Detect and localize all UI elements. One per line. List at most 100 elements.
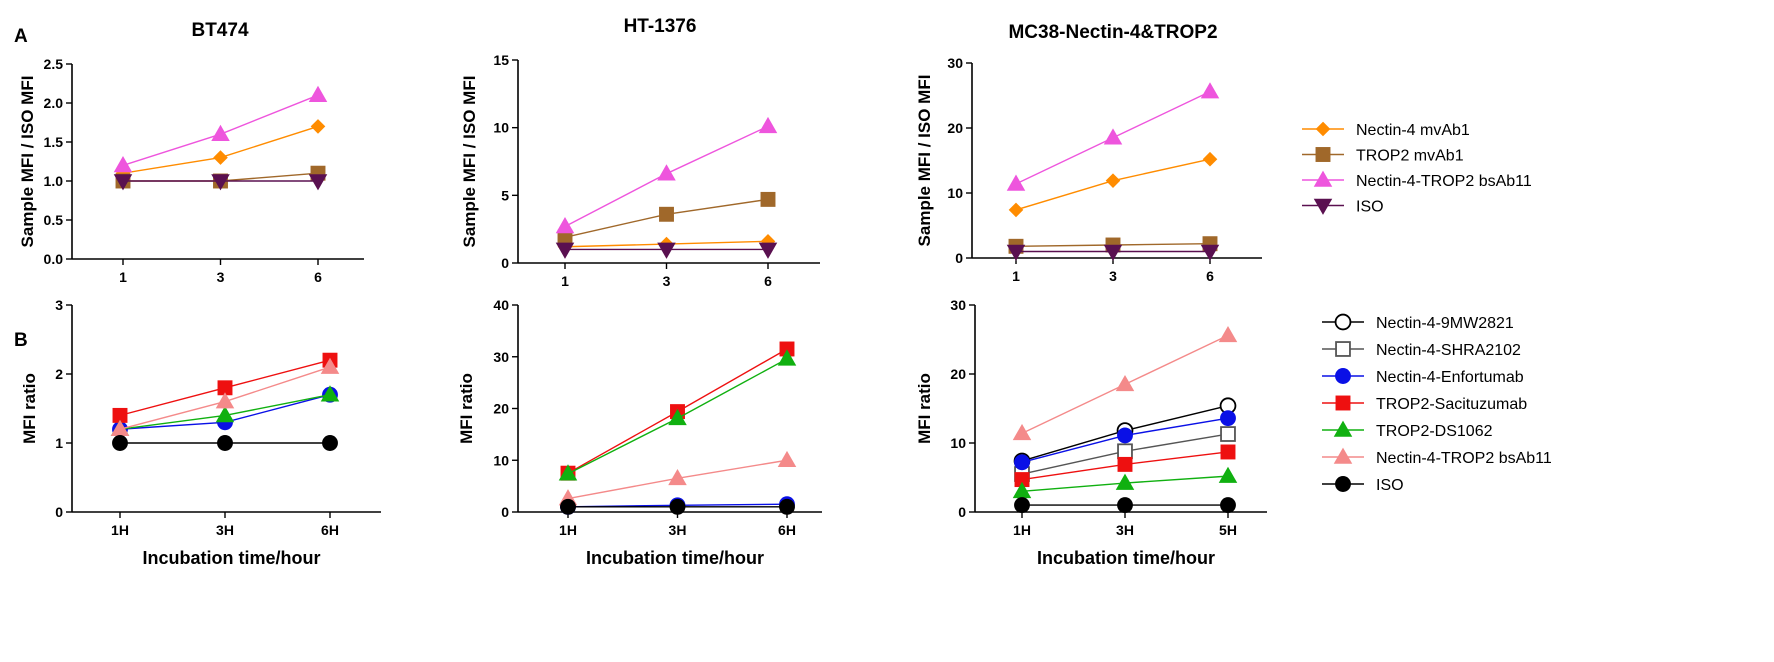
charts-group: BT474 0.0 0.5 1.0 1.5 2.0 2.5 1 3 6 Sample MFI / I…: [18, 16, 1267, 568]
data-point: [112, 435, 128, 451]
legend-marker: [1335, 341, 1351, 357]
y-tick-label: 0: [55, 504, 63, 520]
chart-title: HT-1376: [624, 16, 697, 37]
x-tick-label: 6: [1206, 268, 1214, 284]
data-point: [310, 119, 326, 134]
y-tick-label: 3: [55, 297, 63, 313]
data-point: [1220, 497, 1236, 514]
y-axis-label: MFI ratio: [20, 373, 39, 444]
x-tick-label: 5H: [1219, 522, 1237, 538]
x-tick-label: 3: [1109, 268, 1117, 284]
series-nectin-4-trop2-bsab11: [555, 116, 778, 234]
legend-label: Nectin-4 mvAb1: [1356, 122, 1470, 139]
y-tick-label: 2.5: [44, 56, 64, 72]
chart-4: 0 1 2 3 1H 3H 6H MFI ratio Incubation time/hour: [20, 297, 381, 568]
data-point: [555, 242, 575, 259]
data-point: [1220, 444, 1236, 460]
y-tick-label: 0: [501, 255, 509, 271]
data-point: [657, 164, 676, 181]
legend-marker: [1335, 395, 1351, 411]
data-point: [777, 349, 797, 366]
legend-marker: [1313, 198, 1333, 215]
data-point: [760, 191, 776, 207]
data-point: [758, 116, 778, 134]
data-point: [668, 408, 687, 426]
data-point: [1117, 427, 1133, 444]
data-point: [213, 150, 228, 165]
series-iso: [555, 242, 778, 259]
series-iso: [112, 435, 338, 451]
data-point: [308, 174, 328, 191]
legend-marker: [1333, 447, 1353, 464]
chart-3: MC38-Nectin-4&TROP2 0 10 20 30 1 3 6 Sample MFI …: [915, 22, 1262, 284]
y-tick-label: 15: [493, 52, 509, 68]
data-point: [211, 174, 230, 191]
data-point: [1103, 128, 1123, 145]
data-point: [560, 498, 576, 515]
data-point: [1218, 325, 1238, 343]
series-nectin-4-mvab1: [1008, 151, 1218, 218]
y-tick-label: 30: [947, 55, 963, 71]
legend-label: TROP2 mvAb1: [1356, 148, 1464, 165]
data-point: [217, 435, 233, 451]
x-axis-label: Incubation time/hour: [143, 548, 321, 568]
y-tick-label: 10: [493, 452, 509, 468]
y-axis-label: Sample MFI / ISO MFI: [915, 75, 934, 247]
y-tick-label: 2.0: [44, 95, 64, 111]
data-point: [113, 174, 133, 191]
data-point: [113, 155, 133, 173]
data-point: [1012, 423, 1032, 441]
legend-label: ISO: [1356, 199, 1384, 216]
chart-title: MC38-Nectin-4&TROP2: [1008, 22, 1217, 43]
series-trop2-ds1062: [1012, 466, 1238, 499]
y-tick-label: 20: [493, 401, 509, 417]
data-point: [215, 392, 235, 409]
chart-1: BT474 0.0 0.5 1.0 1.5 2.0 2.5 1 3 6 Sample MFI / I…: [18, 20, 364, 285]
data-point: [1117, 497, 1133, 514]
data-point: [668, 468, 687, 486]
y-tick-label: 2: [55, 366, 63, 382]
legends-group: Nectin-4 mvAb1 TROP2 mvAb1 Nectin-4-TROP2 …: [1302, 121, 1552, 494]
data-point: [1200, 82, 1220, 99]
y-tick-label: 20: [950, 366, 966, 382]
series-nectin-4-trop2-bsab11: [1006, 82, 1220, 191]
y-tick-label: 1.0: [44, 173, 64, 189]
legend-marker: [1313, 170, 1333, 187]
y-tick-label: 5: [501, 187, 509, 203]
legend-item: Nectin-4-SHRA2102: [1322, 341, 1521, 359]
y-tick-label: 0: [955, 250, 963, 266]
chart-2: HT-1376 0 5 10 15 1 3 6 Sample MFI / ISO MFI: [460, 16, 820, 289]
data-point: [659, 206, 674, 222]
data-point: [215, 405, 235, 423]
series-iso: [1014, 497, 1236, 514]
legend-label: Nectin-4-TROP2 bsAb11: [1356, 173, 1532, 190]
legend-item: Nectin-4 mvAb1: [1302, 121, 1470, 139]
data-point: [320, 357, 340, 374]
data-point: [1202, 151, 1218, 167]
series-trop2-ds1062: [558, 349, 797, 481]
y-tick-label: 30: [950, 297, 966, 313]
legend-item: Nectin-4-9MW2821: [1322, 313, 1514, 332]
data-point: [308, 85, 328, 102]
data-point: [1200, 244, 1220, 261]
x-tick-label: 3H: [669, 522, 687, 538]
series-trop2-sacituzumab: [112, 352, 338, 423]
y-tick-label: 0: [501, 504, 509, 520]
series-nectin-4-trop2-bsab11: [113, 85, 328, 173]
y-tick-label: 1: [55, 435, 63, 451]
x-axis-label: Incubation time/hour: [586, 548, 764, 568]
chart-title: BT474: [191, 20, 248, 41]
legend-item: TROP2-Sacituzumab: [1322, 395, 1527, 413]
data-point: [1105, 173, 1121, 188]
legend-marker: [1315, 121, 1331, 137]
legend-label: Nectin-4-SHRA2102: [1376, 342, 1521, 359]
data-point: [555, 217, 575, 234]
data-point: [320, 385, 340, 402]
series-nectin-4-trop2-bsab11: [110, 357, 340, 436]
data-point: [669, 498, 686, 515]
x-tick-label: 6: [314, 269, 322, 285]
data-point: [1115, 374, 1135, 392]
legend-item: TROP2 mvAb1: [1302, 147, 1464, 165]
legend-row-b: Nectin-4-9MW2821 Nectin-4-SHRA2102 Nectin-…: [1322, 313, 1552, 494]
legend-row-a: Nectin-4 mvAb1 TROP2 mvAb1 Nectin-4-TROP2 …: [1302, 121, 1532, 216]
